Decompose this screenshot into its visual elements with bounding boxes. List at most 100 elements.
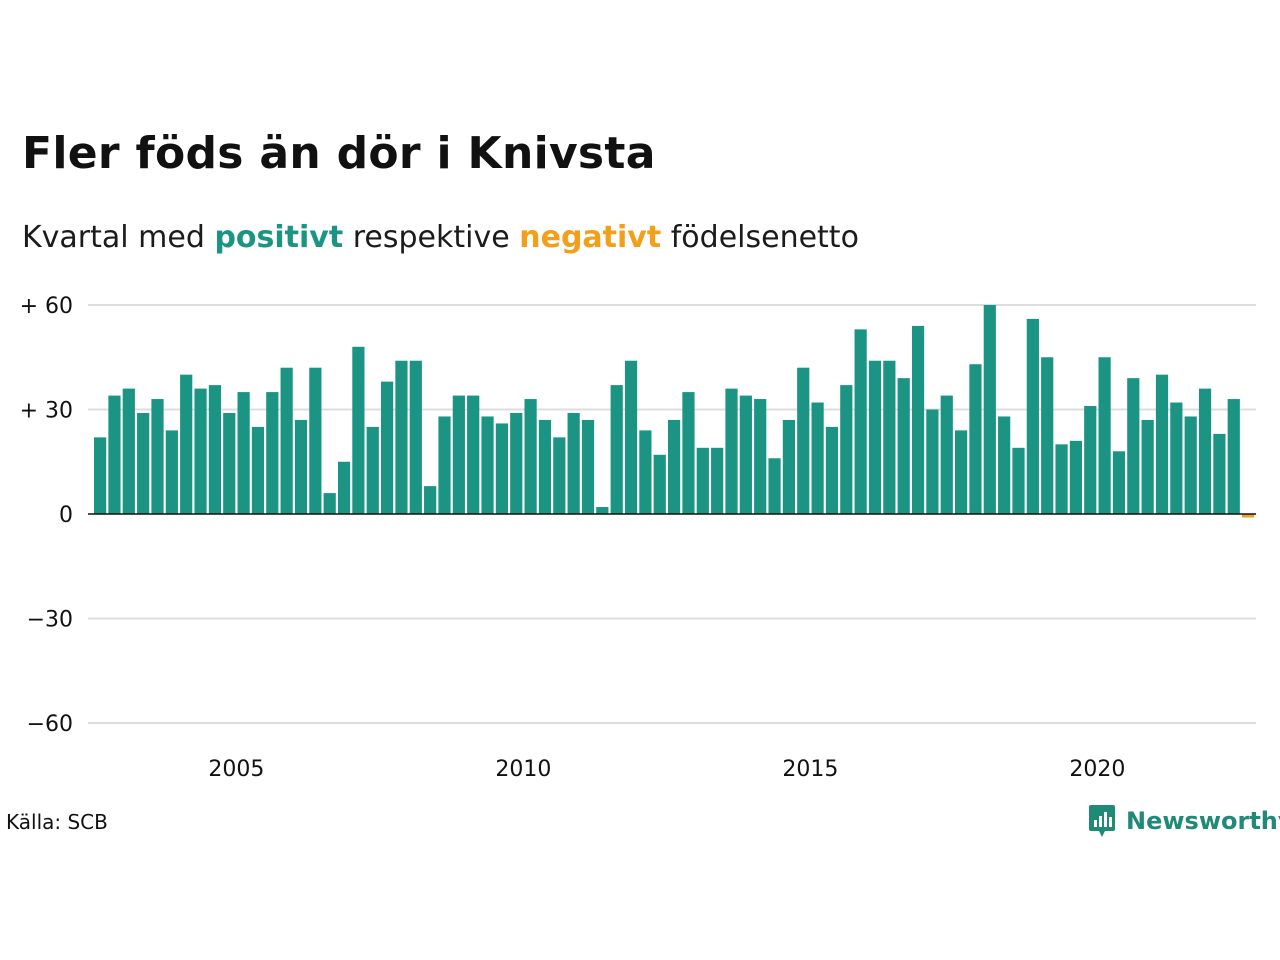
bar-positive xyxy=(294,419,308,514)
brand-logo: Newsworthy xyxy=(1088,803,1280,839)
bar-positive xyxy=(266,392,279,514)
bar-chart: + 60 + 30 0 −30 −60 2005 2010 2015 2020 xyxy=(20,294,1256,782)
bar-positive xyxy=(811,402,824,514)
bar-positive xyxy=(1127,378,1140,514)
bar-positive xyxy=(596,507,609,514)
bar-positive xyxy=(1069,440,1082,514)
bar-positive xyxy=(280,367,293,514)
bar-positive xyxy=(897,378,910,514)
x-tick-label: 2005 xyxy=(208,757,264,782)
bar-positive xyxy=(180,374,193,514)
bar-positive xyxy=(840,385,853,514)
bar-positive xyxy=(797,367,810,514)
subtitle-negative: negativt xyxy=(519,220,662,255)
bar-positive xyxy=(251,426,265,514)
bar-positive xyxy=(825,426,839,514)
bar-positive xyxy=(510,412,523,514)
bar-positive xyxy=(352,346,365,514)
bar-positive xyxy=(438,416,451,514)
bar-positive xyxy=(1084,406,1097,514)
chart-title: Fler föds än dör i Knivsta xyxy=(22,128,656,179)
bar-positive xyxy=(309,367,322,514)
bar-positive xyxy=(1213,433,1226,514)
bar-positive xyxy=(754,399,767,514)
bar-positive xyxy=(1198,388,1212,514)
bar-positive xyxy=(1112,451,1126,514)
bar-positive xyxy=(208,385,221,514)
bar-positive xyxy=(1055,444,1068,514)
bar-positive xyxy=(610,385,623,514)
bar-positive xyxy=(1026,318,1039,514)
newsworthy-logo-icon xyxy=(1089,805,1115,837)
bar-positive xyxy=(467,395,480,514)
bar-positive xyxy=(122,388,135,514)
bar-positive xyxy=(639,430,652,514)
bar-positive xyxy=(108,395,121,514)
bar-positive xyxy=(194,388,207,514)
x-tick-label: 2020 xyxy=(1069,757,1125,782)
bar-positive xyxy=(337,461,351,514)
bar-positive xyxy=(940,395,953,514)
subtitle-positive: positivt xyxy=(214,220,344,255)
bar-positive xyxy=(381,381,394,514)
bar-positive xyxy=(237,392,250,514)
bar-positive xyxy=(1227,399,1240,514)
y-tick-label: −30 xyxy=(27,608,73,633)
bar-positive xyxy=(868,360,882,514)
bar-positive xyxy=(223,412,236,514)
bar-positive xyxy=(926,409,939,514)
x-tick-label: 2015 xyxy=(782,757,838,782)
bar-positive xyxy=(725,388,738,514)
bar-positive xyxy=(668,419,681,514)
bar-positive xyxy=(911,325,925,514)
bar-positive xyxy=(998,416,1011,514)
bar-positive xyxy=(553,437,566,514)
bar-positive xyxy=(409,360,422,514)
bar-positive xyxy=(711,447,724,514)
bar-positive xyxy=(366,426,379,514)
bar-positive xyxy=(1170,402,1183,514)
y-tick-label: + 60 xyxy=(20,294,73,319)
source-note: Källa: SCB xyxy=(6,810,108,834)
bar-positive xyxy=(567,412,580,514)
bar-positive xyxy=(424,486,437,514)
bar-positive xyxy=(696,447,709,514)
bar-positive xyxy=(524,399,537,514)
bar-positive xyxy=(151,399,164,514)
y-tick-label: 0 xyxy=(59,503,73,528)
bar-positive xyxy=(481,416,494,514)
bar-positive xyxy=(1141,419,1154,514)
bar-positive xyxy=(1155,374,1169,514)
bar-positive xyxy=(983,305,996,514)
bar-positive xyxy=(782,419,795,514)
bar-positive xyxy=(653,454,666,514)
bar-positive xyxy=(495,423,508,514)
bar-positive xyxy=(854,329,867,514)
bar-positive xyxy=(969,364,982,514)
bar-positive xyxy=(682,392,695,514)
bar-positive xyxy=(165,430,178,514)
bar-positive xyxy=(323,493,336,514)
bar-positive xyxy=(94,437,107,514)
bar-positive xyxy=(452,395,465,514)
subtitle-middle: respektive xyxy=(352,220,510,255)
bar-positive xyxy=(1098,357,1111,514)
x-tick-label: 2010 xyxy=(495,757,551,782)
bar-positive xyxy=(581,419,595,514)
chart-subtitle: Kvartal med positivt respektive negativt… xyxy=(22,220,859,255)
y-tick-label: −60 xyxy=(27,712,73,737)
bar-positive xyxy=(624,360,638,514)
y-tick-label: + 30 xyxy=(20,399,73,424)
bar-positive xyxy=(395,360,408,514)
subtitle-suffix: födelsenetto xyxy=(670,220,859,255)
brand-name: Newsworthy xyxy=(1126,807,1280,835)
bar-positive xyxy=(768,458,781,514)
bar-positive xyxy=(739,395,752,514)
bar-positive xyxy=(538,419,552,514)
subtitle-prefix: Kvartal med xyxy=(22,220,205,255)
bar-positive xyxy=(883,360,896,514)
bar-positive xyxy=(1012,447,1025,514)
bar-positive xyxy=(137,412,150,514)
bar-positive xyxy=(1184,416,1197,514)
bar-positive xyxy=(1041,357,1054,514)
